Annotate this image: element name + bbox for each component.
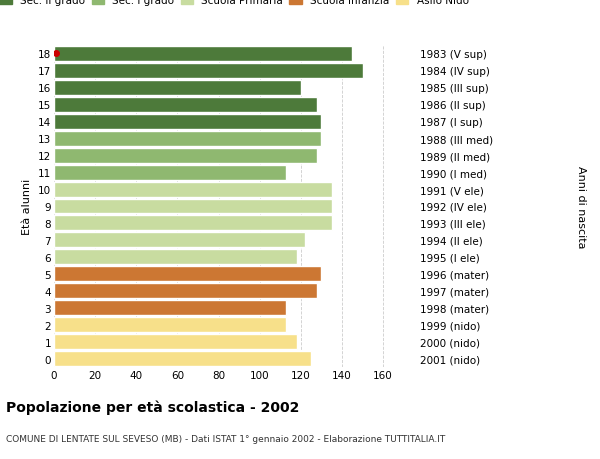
Bar	[54, 335, 297, 349]
Bar	[54, 301, 286, 315]
Bar	[54, 216, 332, 231]
Text: COMUNE DI LENTATE SUL SEVESO (MB) - Dati ISTAT 1° gennaio 2002 - Elaborazione TU: COMUNE DI LENTATE SUL SEVESO (MB) - Dati…	[6, 434, 445, 443]
Bar	[54, 351, 311, 366]
Y-axis label: Anni di nascita: Anni di nascita	[576, 165, 586, 248]
Y-axis label: Età alunni: Età alunni	[22, 179, 32, 235]
Bar	[54, 250, 297, 265]
Bar	[54, 165, 286, 180]
Bar	[54, 182, 332, 197]
Bar	[54, 98, 317, 112]
Text: Popolazione per età scolastica - 2002: Popolazione per età scolastica - 2002	[6, 399, 299, 414]
Bar	[54, 233, 305, 248]
Bar	[54, 284, 317, 298]
Bar	[54, 267, 322, 282]
Bar	[54, 148, 317, 163]
Bar	[54, 318, 286, 332]
Legend: Sec. II grado, Sec. I grado, Scuola Primaria, Scuola Infanzia, Asilo Nido: Sec. II grado, Sec. I grado, Scuola Prim…	[0, 0, 470, 8]
Bar	[54, 64, 362, 78]
Bar	[54, 47, 352, 62]
Bar	[54, 199, 332, 214]
Bar	[54, 131, 322, 146]
Bar	[54, 81, 301, 95]
Bar	[54, 115, 322, 129]
